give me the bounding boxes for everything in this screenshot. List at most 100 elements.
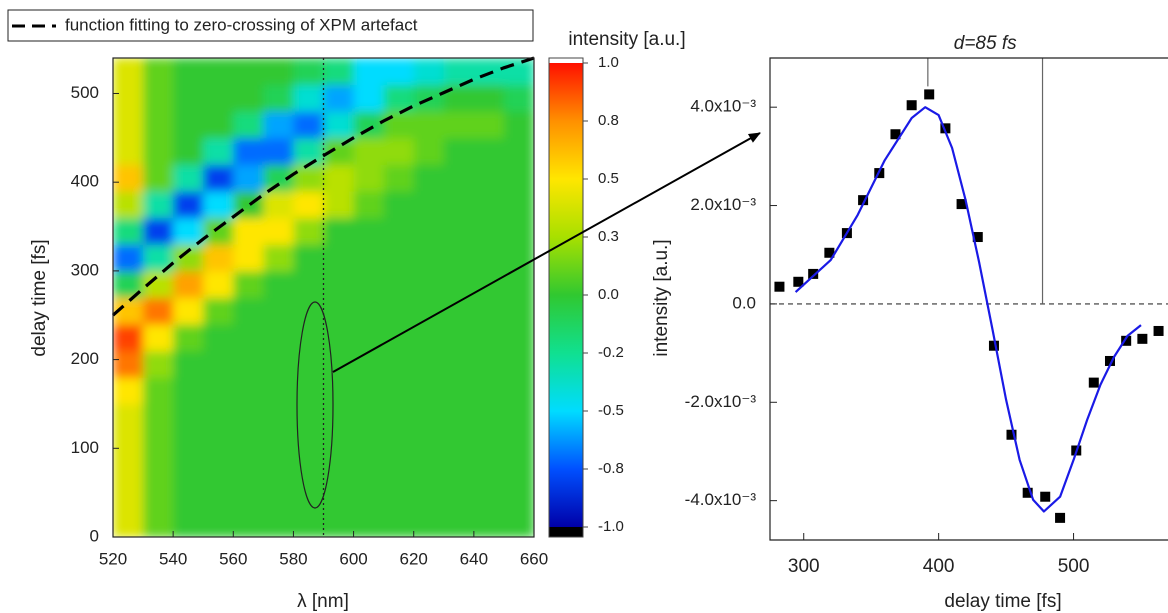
heatmap-cell: [473, 377, 505, 405]
heatmap-cell: [293, 244, 324, 272]
legend-box: [7, 9, 534, 42]
colorbar-tick-label: 0.0: [598, 286, 619, 303]
heatmap-cell: [323, 84, 355, 112]
heatmap-cell: [113, 430, 144, 458]
heatmap-cell: [503, 403, 534, 432]
colorbar-frame: [548, 57, 584, 538]
heatmap-cell: [263, 137, 294, 165]
heatmap-cell: [473, 457, 505, 485]
heatmap-cell: [143, 137, 174, 165]
colorbar-tick-label: 1.0: [598, 54, 619, 71]
heatmap-cell: [473, 510, 505, 537]
heatmap-cell: [173, 457, 204, 485]
heatmap-cell: [113, 137, 144, 165]
plot-frame: [112, 57, 535, 538]
heatmap-cell: [293, 297, 324, 325]
heatmap-cell: [263, 270, 294, 298]
data-point: [808, 268, 819, 279]
x-tick-label: 660: [520, 549, 548, 568]
heatmap-cell: [503, 270, 534, 298]
heatmap-cell: [353, 137, 385, 165]
layer: 520 540 560 580 600 620 640 660 0 100 200 300 400 500…: [71, 54, 1168, 577]
heatmap-cell: [413, 164, 445, 192]
heatmap-cell: [353, 111, 385, 139]
heatmap-cell: [353, 191, 385, 219]
heatmap-cell: [203, 191, 234, 219]
heatmap-cell: [443, 350, 475, 378]
y-tick-label: 4.0x10⁻³: [690, 97, 756, 116]
colorbar-tick-label: -0.2: [598, 344, 624, 361]
heatmap-cell: [173, 191, 204, 219]
heatmap-cell: [233, 137, 264, 165]
heatmap-cell: [323, 191, 355, 219]
heatmap-cell: [323, 377, 355, 405]
data-point: [1006, 429, 1017, 440]
heatmap-cell: [503, 164, 534, 192]
heatmap-cell: [203, 270, 234, 298]
heatmap-cell: [113, 84, 144, 112]
heatmap-cell: [203, 84, 234, 112]
heatmap-cell: [323, 270, 355, 298]
heatmap-cell: [323, 430, 355, 458]
y-tick-label: 0.0: [732, 293, 756, 312]
heatmap-cell: [383, 403, 415, 432]
heatmap-cell: [503, 58, 534, 86]
heatmap-cell: [413, 297, 445, 325]
heatmap-cell: [413, 377, 445, 405]
heatmap-cell: [143, 217, 174, 245]
heatmap-cell: [383, 164, 415, 192]
heatmap-cell: [233, 377, 264, 405]
heatmap-cell: [383, 377, 415, 405]
heatmap-cell: [383, 217, 415, 245]
x-tick-label: 300: [788, 556, 820, 577]
heatmap-cell: [233, 58, 264, 86]
heatmap-cell: [323, 350, 355, 378]
heatmap-cell: [383, 137, 415, 165]
data-point: [988, 340, 999, 351]
heatmap-cell: [203, 377, 234, 405]
heatmap-cell: [293, 457, 324, 485]
heatmap-cell: [293, 58, 324, 86]
heatmap-cell: [143, 191, 174, 219]
heatmap: [113, 58, 534, 537]
heatmap-cell: [293, 483, 324, 511]
heatmap-cell: [233, 164, 264, 192]
heatmap-cell: [443, 164, 475, 192]
heatmap-cell: [443, 111, 475, 139]
data-point: [1121, 335, 1132, 346]
y-tick-label: 500: [71, 83, 99, 102]
heatmap-cell: [323, 510, 355, 537]
heatmap-cell: [203, 430, 234, 458]
heatmap-cell: [503, 457, 534, 485]
heatmap-cell: [203, 457, 234, 485]
data-point: [1022, 487, 1033, 498]
data-point: [1153, 325, 1164, 336]
heatmap-cell: [413, 58, 445, 86]
heatmap-cell: [143, 483, 174, 511]
x-tick-label: 580: [279, 549, 307, 568]
heatmap-cell: [173, 483, 204, 511]
data-point: [1137, 333, 1148, 344]
y-tick-label: 200: [71, 349, 99, 368]
heatmap-cell: [233, 483, 264, 511]
heatmap-cell: [353, 164, 385, 192]
heatmap-cell: [233, 403, 264, 432]
heatmap-cell: [383, 244, 415, 272]
heatmap-cell: [473, 244, 505, 272]
colorbar-title: intensity [a.u.]: [568, 29, 685, 50]
heatmap-cell: [143, 84, 174, 112]
x-tick-label: 540: [159, 549, 187, 568]
heatmap-cell: [203, 510, 234, 537]
plot-frame: [769, 57, 1168, 541]
heatmap-cell: [173, 297, 204, 325]
heatmap-cell: [383, 297, 415, 325]
heatmap-cell: [443, 483, 475, 511]
heatmap-cell: [353, 58, 385, 86]
highlight-ellipse: [296, 301, 334, 509]
heatmap-cell: [353, 510, 385, 537]
data-point: [940, 123, 951, 134]
data-point: [824, 247, 835, 258]
heatmap-cell: [413, 457, 445, 485]
heatmap-cell: [473, 483, 505, 511]
heatmap-cell: [323, 297, 355, 325]
